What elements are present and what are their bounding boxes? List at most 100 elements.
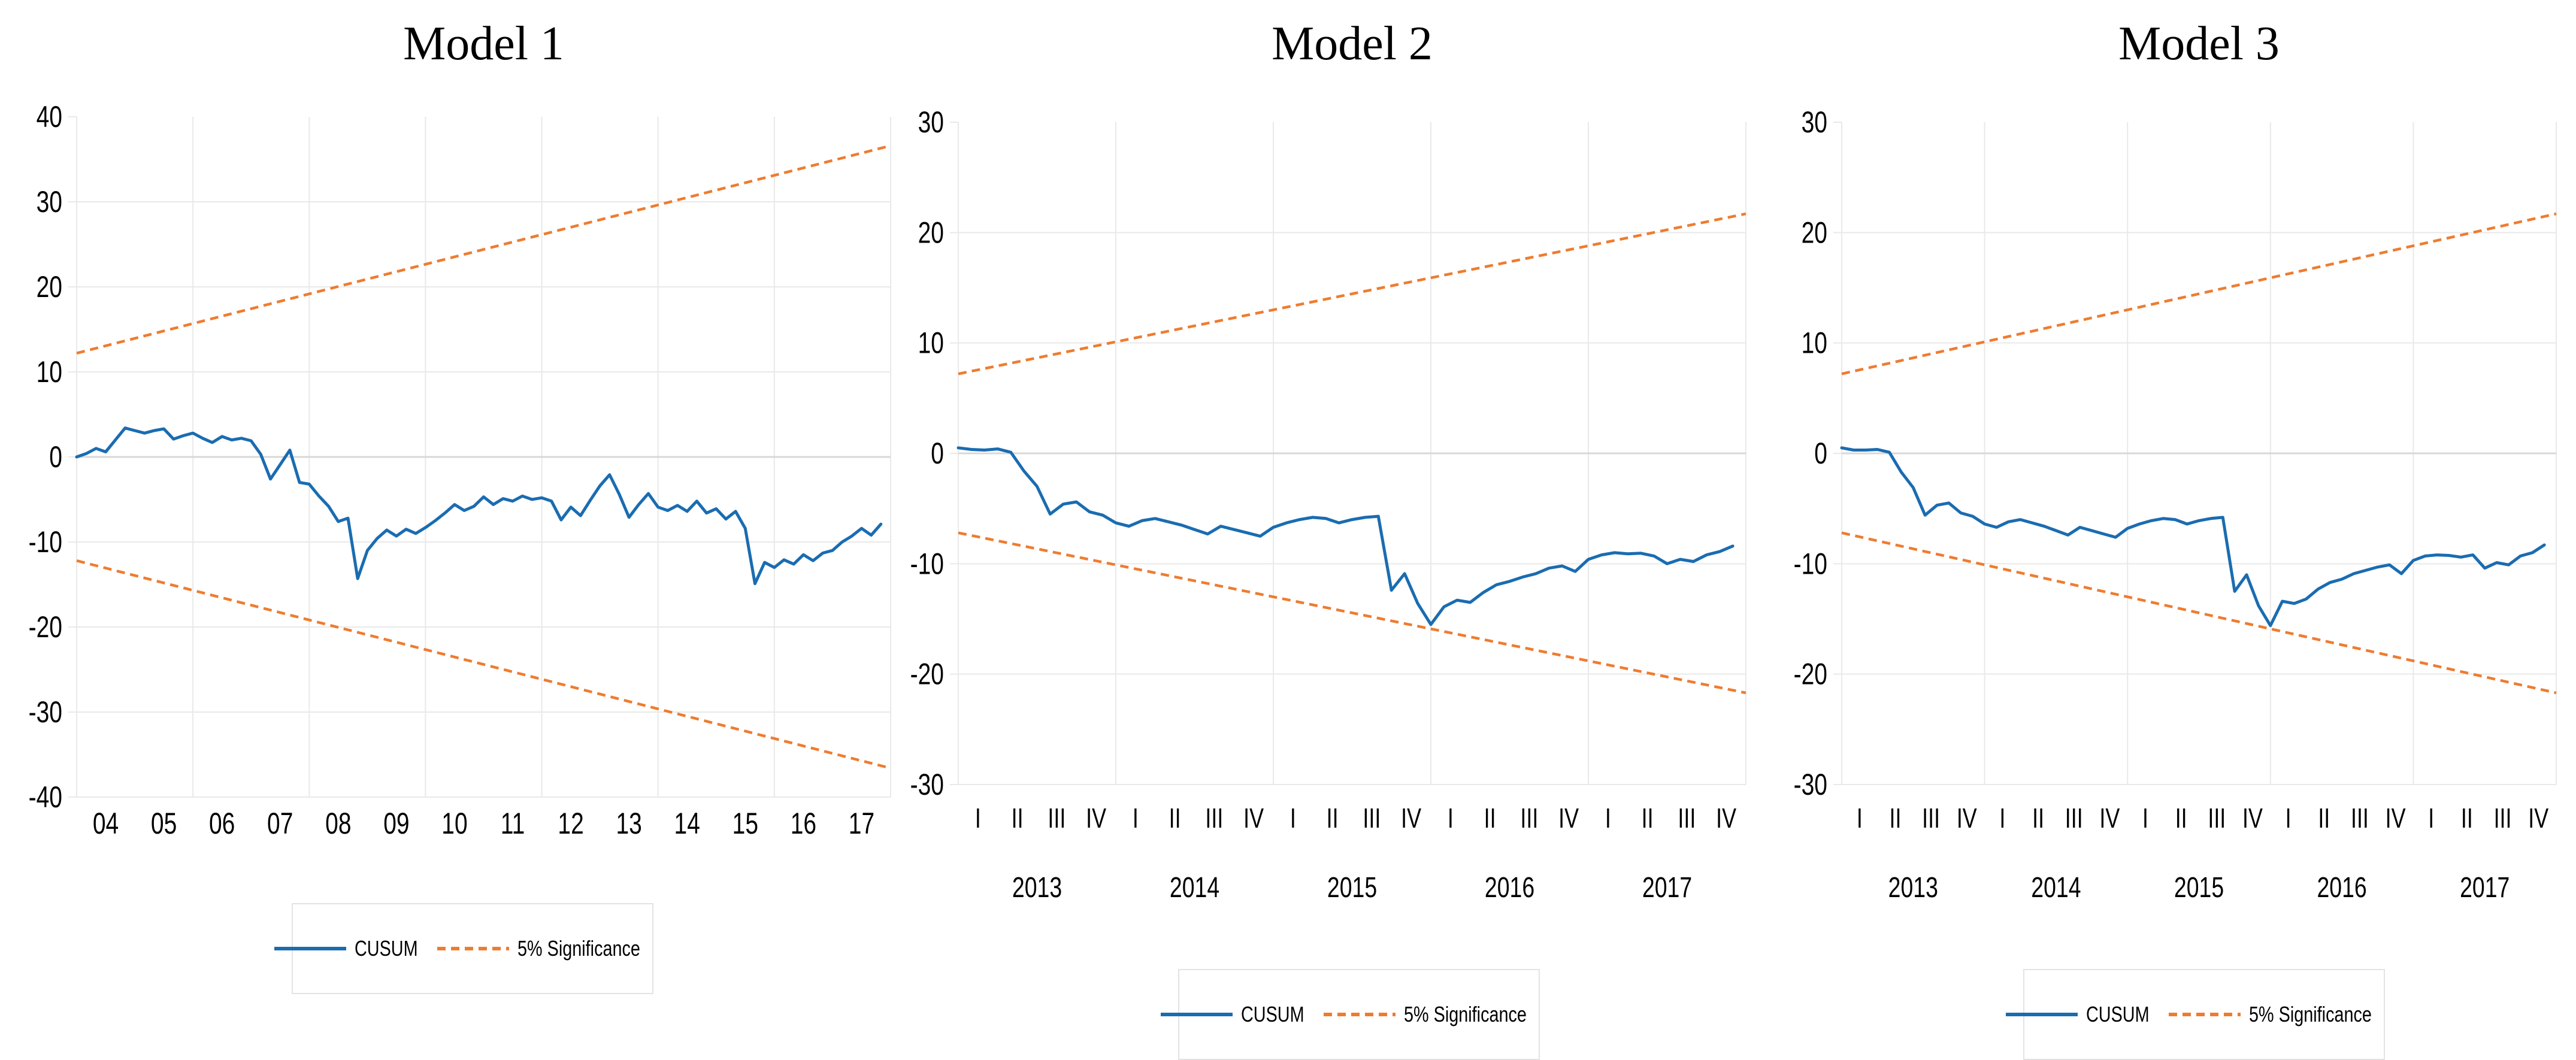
model1-plot: 40 30 20 10 0 -10 -20 -30 -40 04 05 06 07 08 09 10 11 12 1… <box>29 99 891 840</box>
cusum-line-sample <box>1160 1013 1233 1016</box>
y-tick-label: 0 <box>1814 436 1827 470</box>
y-tick-label: 0 <box>49 440 62 474</box>
quarter-tick-label: II <box>2461 803 2473 834</box>
y-tick-label: -10 <box>1794 547 1827 581</box>
model2-y-axis-labels: 30 20 10 0 -10 -20 -30 <box>910 105 958 801</box>
quarter-tick-label: I <box>2428 803 2434 834</box>
quarter-tick-label: II <box>2318 803 2330 834</box>
y-tick-label: 40 <box>37 99 62 134</box>
model2-legend: CUSUM 5% Significance <box>1160 969 1540 1060</box>
y-tick-label: -30 <box>29 695 62 729</box>
y-tick-label: -10 <box>910 547 944 581</box>
cusum-legend-label: CUSUM <box>354 936 418 961</box>
significance-lower-line <box>1841 531 2557 695</box>
cusum-line-sample <box>274 947 346 950</box>
quarter-tick-label: III <box>1048 803 1065 834</box>
y-tick-label: -10 <box>29 525 62 559</box>
y-tick-label: -20 <box>1794 657 1827 691</box>
year-tick-label: 2016 <box>1485 872 1534 904</box>
y-tick-label: 10 <box>1802 326 1827 360</box>
significance-line-sample <box>437 947 509 950</box>
x-tick-label: 16 <box>791 806 816 840</box>
quarter-tick-label: II <box>1890 803 1902 834</box>
quarter-tick-label: III <box>1363 803 1381 834</box>
quarter-tick-label: IV <box>2242 803 2263 834</box>
x-tick-label: 06 <box>209 806 235 840</box>
legend-row: CUSUM 5% Significance <box>2005 1002 2402 1027</box>
quarter-tick-label: III <box>1520 803 1538 834</box>
model1-chart-title: Model 1 <box>403 17 564 70</box>
quarter-tick-label: IV <box>1716 803 1736 834</box>
significance-lower-line <box>958 531 1746 695</box>
year-tick-label: 2015 <box>2174 872 2224 904</box>
y-tick-label: 30 <box>37 184 62 219</box>
year-tick-label: 2014 <box>1170 872 1219 904</box>
y-tick-label: 20 <box>1802 216 1827 250</box>
model2-horizontal-gridlines <box>958 232 1746 785</box>
quarter-tick-label: III <box>2494 803 2512 834</box>
quarter-tick-label: III <box>2208 803 2226 834</box>
quarter-tick-label: IV <box>2386 803 2406 834</box>
y-tick-label: 20 <box>37 269 62 304</box>
year-tick-label: 2013 <box>1888 872 1938 904</box>
model1-legend: CUSUM 5% Significance <box>274 903 653 994</box>
year-tick-label: 2013 <box>1012 872 1062 904</box>
x-tick-label: 09 <box>383 806 409 840</box>
y-tick-label: -40 <box>29 780 62 814</box>
legend-row: CUSUM 5% Significance <box>274 936 671 961</box>
quarter-tick-label: I <box>1857 803 1863 834</box>
cusum-line <box>1840 446 2546 628</box>
quarter-tick-label: IV <box>2528 803 2548 834</box>
quarter-tick-label: II <box>1012 803 1024 834</box>
model2-x-axis-labels: I II III IV I II III IV I II III IV I II III IV I II III IV… <box>975 803 1737 904</box>
model3-y-axis-labels: 30 20 10 0 -10 -20 -30 <box>1794 105 1842 801</box>
y-tick-label: -20 <box>29 610 62 644</box>
quarter-tick-label: IV <box>1401 803 1421 834</box>
x-tick-label: 13 <box>616 806 641 840</box>
quarter-tick-label: II <box>1169 803 1181 834</box>
x-tick-label: 12 <box>558 806 583 840</box>
y-tick-label: 0 <box>931 436 944 470</box>
model1-y-axis-labels: 40 30 20 10 0 -10 -20 -30 -40 <box>29 99 77 814</box>
model1-horizontal-gridlines <box>77 201 891 798</box>
year-tick-label: 2017 <box>2460 872 2510 904</box>
model3-horizontal-gridlines <box>1842 232 2556 785</box>
year-tick-label: 2016 <box>2317 872 2366 904</box>
significance-legend-label: 5% Significance <box>1403 1002 1527 1026</box>
year-tick-label: 2015 <box>1327 872 1377 904</box>
significance-line-sample <box>2168 1013 2241 1016</box>
quarter-tick-label: II <box>1327 803 1339 834</box>
significance-upper-line <box>958 212 1746 375</box>
x-tick-label: 05 <box>151 806 177 840</box>
cusum-legend-label: CUSUM <box>2085 1002 2150 1026</box>
significance-lower-line <box>76 559 891 770</box>
model2-chart-title: Model 2 <box>1272 17 1433 70</box>
quarter-tick-label: III <box>2065 803 2083 834</box>
y-tick-label: 20 <box>918 216 944 250</box>
model1-x-axis-labels: 04 05 06 07 08 09 10 11 12 13 14 15 16 17 <box>93 806 874 840</box>
model3-chart-title: Model 3 <box>2118 17 2280 70</box>
quarter-tick-label: I <box>1290 803 1296 834</box>
quarter-tick-label: IV <box>2099 803 2120 834</box>
y-tick-label: -30 <box>910 767 944 801</box>
cusum-line <box>956 446 1735 626</box>
quarter-tick-label: III <box>1678 803 1696 834</box>
quarter-tick-label: I <box>2142 803 2148 834</box>
cusum-line <box>75 426 883 586</box>
quarter-tick-label: IV <box>1086 803 1106 834</box>
cusum-legend-label: CUSUM <box>1240 1002 1304 1026</box>
quarter-tick-label: IV <box>1957 803 1977 834</box>
quarter-tick-label: II <box>1642 803 1654 834</box>
cusum-line-sample <box>2005 1013 2078 1016</box>
quarter-tick-label: I <box>1605 803 1611 834</box>
y-tick-label: 30 <box>1802 105 1827 139</box>
quarter-tick-label: III <box>1205 803 1223 834</box>
quarter-tick-label: IV <box>1243 803 1264 834</box>
quarter-tick-label: I <box>1448 803 1454 834</box>
quarter-tick-label: III <box>2351 803 2369 834</box>
significance-legend-label: 5% Significance <box>517 936 640 961</box>
significance-line-sample <box>1323 1013 1396 1016</box>
